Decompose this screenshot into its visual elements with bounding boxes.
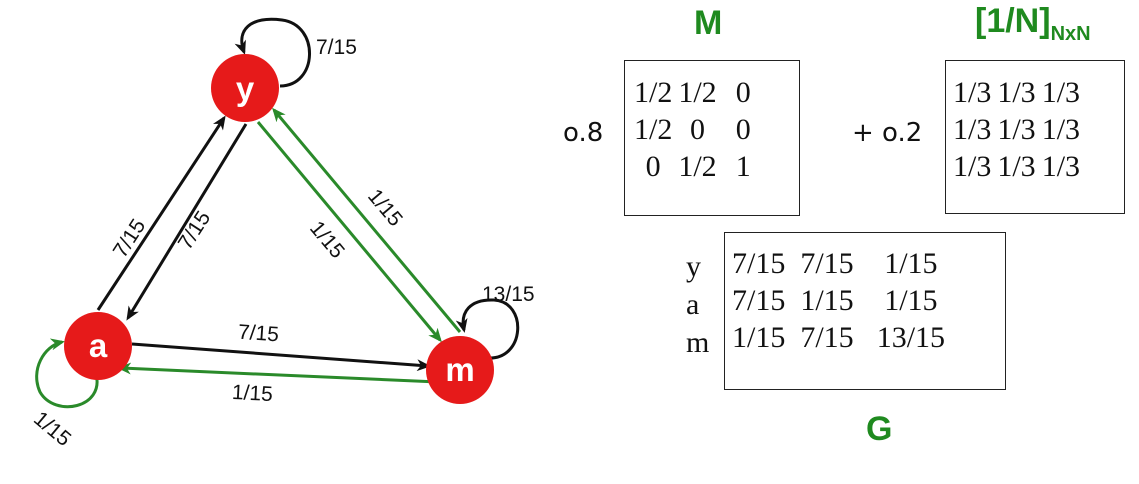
matrix-M-cell: 1/2 — [678, 150, 717, 183]
matrix-M-title: M — [694, 4, 723, 42]
edge-y-self-loop — [234, 17, 311, 88]
matrix-G-row-label-m: m — [686, 326, 710, 359]
matrix-M: 1/2 1/2 0 1/2 0 0 0 1/2 1 — [624, 60, 800, 216]
node-y-label: y — [236, 70, 255, 107]
label-a-self: 1/15 — [29, 407, 75, 451]
matrix-G-cell: 7/15 — [800, 321, 854, 354]
matrix-uniform-cell: 1/3 — [953, 76, 992, 109]
matrix-uniform-title: [1/N]NxN — [975, 2, 1091, 46]
matrix-uniform-cell: 1/3 — [997, 113, 1036, 146]
matrix-uniform-cell: 1/3 — [997, 76, 1036, 109]
node-m: m — [426, 336, 494, 404]
node-a: a — [64, 312, 132, 380]
edge-y-to-a — [126, 123, 248, 321]
matrix-M-cell: 1/2 — [678, 76, 717, 109]
node-m-label: m — [445, 351, 474, 388]
label-m-self: 13/15 — [482, 283, 535, 306]
matrix-G-table: 7/15 7/15 1/15 7/15 1/15 1/15 1/15 7/15 … — [729, 245, 948, 356]
matrix-G-cell: 7/15 — [732, 247, 786, 280]
edge-m-to-y — [272, 107, 462, 333]
matrix-G-cell: 1/15 — [732, 321, 786, 354]
matrix-uniform-cell: 1/3 — [1041, 113, 1081, 146]
matrix-M-cell: 1/2 — [634, 76, 673, 109]
matrix-M-cell: 1 — [735, 150, 751, 183]
matrix-M-cell: 1/2 — [634, 113, 673, 146]
matrix-uniform-title-main: [1/N] — [975, 2, 1051, 40]
coefficient-uniform: + o.2 — [852, 118, 923, 148]
matrix-M-cell: 0 — [735, 76, 751, 109]
matrix-M-cell: 0 — [690, 113, 706, 146]
matrix-M-cell: 0 — [735, 113, 751, 146]
edge-a-to-m — [131, 342, 431, 372]
matrix-uniform-cell: 1/3 — [1041, 76, 1081, 109]
matrix-G-cell: 13/15 — [876, 321, 946, 354]
edge-m-to-a — [117, 362, 439, 384]
matrix-uniform-cell: 1/3 — [997, 150, 1036, 183]
matrix-G-row-label-y: y — [686, 250, 701, 283]
node-a-label: a — [89, 327, 108, 364]
matrix-G-cell: 7/15 — [800, 247, 854, 280]
matrix-G-row-labels: y a m — [686, 248, 709, 362]
matrix-uniform: 1/3 1/3 1/3 1/3 1/3 1/3 1/3 1/3 1/3 — [945, 60, 1125, 214]
edge-a-self-loop — [35, 338, 99, 409]
matrix-G-title: G — [866, 410, 893, 448]
label-m-to-a: 1/15 — [231, 381, 273, 406]
matrix-M-table: 1/2 1/2 0 1/2 0 0 0 1/2 1 — [631, 74, 754, 185]
edge-y-to-m — [256, 121, 442, 343]
label-y-to-a: 7/15 — [174, 207, 216, 254]
label-a-to-m: 7/15 — [237, 321, 279, 347]
node-y: y — [211, 54, 279, 122]
matrix-uniform-cell: 1/3 — [953, 113, 992, 146]
matrix-M-cell: 0 — [645, 150, 661, 183]
matrix-G-cell: 1/15 — [800, 284, 854, 317]
matrix-G-cell: 1/15 — [884, 247, 938, 280]
graph-diagram: y a m 7/15 7/15 7/15 1/15 1/15 13/15 7/1… — [29, 17, 535, 451]
matrix-uniform-cell: 1/3 — [953, 150, 992, 183]
matrix-G-cell: 1/15 — [884, 284, 938, 317]
coefficient-M: o.8 — [563, 118, 604, 148]
matrix-G-cell: 7/15 — [732, 284, 786, 317]
matrix-G-row-label-a: a — [686, 288, 700, 321]
edge-m-self-loop — [455, 298, 520, 360]
matrix-uniform-cell: 1/3 — [1041, 150, 1081, 183]
matrix-uniform-table: 1/3 1/3 1/3 1/3 1/3 1/3 1/3 1/3 1/3 — [950, 74, 1083, 185]
label-y-self: 7/15 — [316, 36, 357, 59]
edge-a-to-y — [96, 115, 226, 311]
matrix-uniform-title-subscript: NxN — [1050, 22, 1091, 45]
matrix-G: 7/15 7/15 1/15 7/15 1/15 1/15 1/15 7/15 … — [724, 232, 1006, 390]
